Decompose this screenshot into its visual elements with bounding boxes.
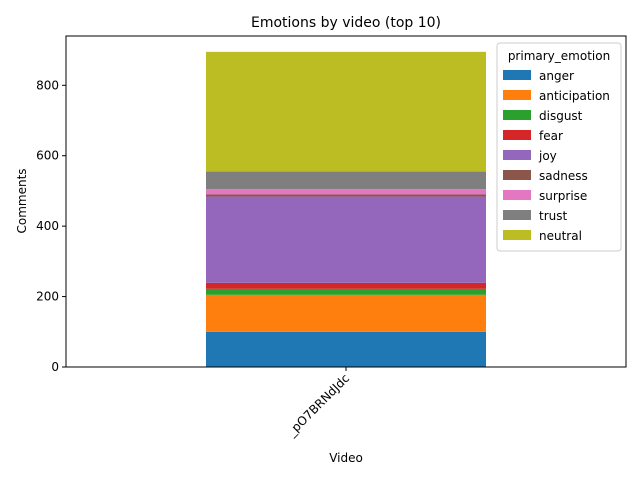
bar-segment-trust — [206, 171, 486, 190]
legend-swatch-fear — [503, 130, 531, 140]
legend-swatch-joy — [503, 150, 531, 160]
legend-swatch-anticipation — [503, 90, 531, 100]
x-axis-label: Video — [329, 451, 363, 465]
bar-segment-disgust — [206, 288, 486, 295]
legend-label-sadness: sadness — [539, 169, 588, 183]
bars-layer — [206, 51, 486, 367]
legend-label-trust: trust — [539, 209, 567, 223]
x-tick-label: _pO7BRNdJdc — [284, 371, 352, 439]
legend-swatch-trust — [503, 210, 531, 220]
legend-swatch-neutral — [503, 230, 531, 240]
y-axis-label: Comments — [15, 168, 29, 233]
bar-segment-anger — [206, 331, 486, 367]
legend-swatch-anger — [503, 70, 531, 80]
y-tick-label: 200 — [36, 290, 59, 304]
legend-label-fear: fear — [539, 129, 563, 143]
legend-label-surprise: surprise — [539, 189, 587, 203]
y-tick-label: 800 — [36, 78, 59, 92]
bar-segment-surprise — [206, 189, 486, 195]
chart-title: Emotions by video (top 10) — [251, 15, 441, 31]
legend-label-neutral: neutral — [539, 229, 582, 243]
legend-title: primary_emotion — [508, 49, 610, 63]
y-tick-label: 0 — [51, 360, 59, 374]
legend-label-anticipation: anticipation — [539, 89, 610, 103]
legend-label-disgust: disgust — [539, 109, 583, 123]
plot-frame — [65, 35, 627, 368]
legend-swatch-disgust — [503, 110, 531, 120]
legend-swatch-sadness — [503, 170, 531, 180]
bar-segment-neutral — [206, 51, 486, 172]
legend-swatch-surprise — [503, 190, 531, 200]
legend-label-joy: joy — [538, 149, 557, 163]
bar-segment-anticipation — [206, 294, 486, 332]
bar-segment-joy — [206, 196, 486, 283]
y-tick-label: 600 — [36, 149, 59, 163]
y-tick-label: 400 — [36, 219, 59, 233]
bar-segment-sadness — [206, 194, 486, 197]
bar-segment-fear — [206, 282, 486, 289]
legend-label-anger: anger — [539, 69, 574, 83]
